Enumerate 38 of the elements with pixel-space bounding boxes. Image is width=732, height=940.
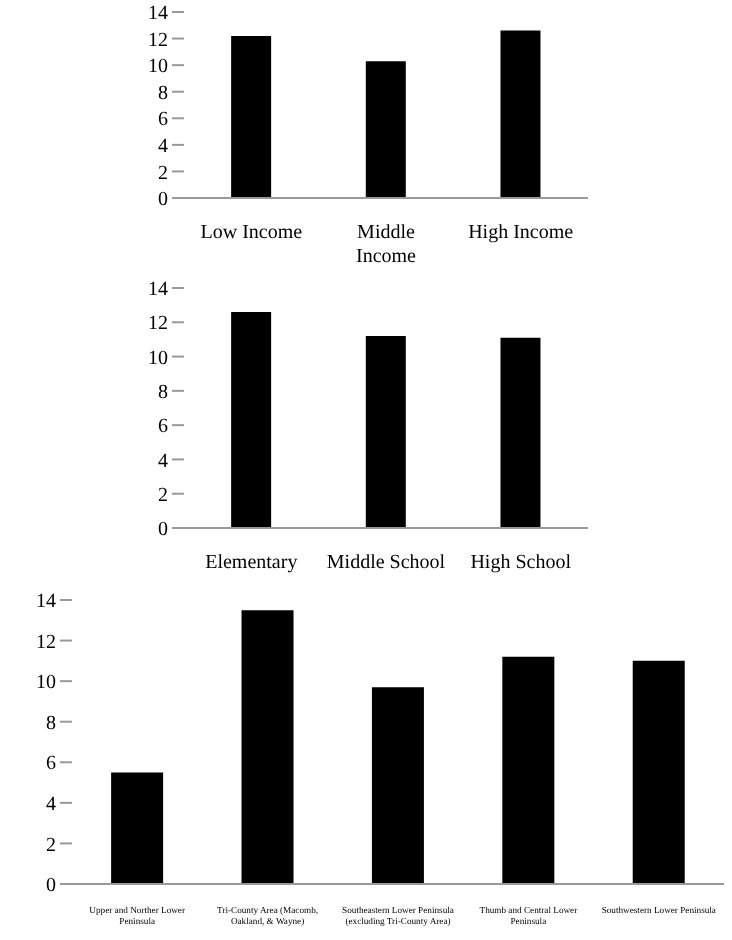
- y-tick-label: 2: [46, 834, 56, 857]
- y-tick-label: 0: [46, 875, 56, 898]
- y-tick-label: 2: [158, 162, 168, 185]
- x-tick-label: Middle Income: [356, 222, 418, 268]
- y-tick-label: 6: [158, 416, 168, 439]
- y-tick-label: 4: [46, 793, 56, 816]
- y-tick-label: 2: [158, 484, 168, 507]
- y-tick-label: 0: [158, 519, 168, 542]
- y-tick-label: 8: [158, 381, 168, 404]
- bar: [502, 656, 555, 884]
- x-tick-label: High School: [470, 552, 572, 574]
- bar: [500, 337, 541, 528]
- bar: [241, 610, 294, 884]
- y-tick-label: 8: [158, 82, 168, 105]
- bar: [632, 660, 685, 884]
- y-tick-label: 14: [36, 591, 56, 614]
- y-tick-label: 6: [46, 753, 56, 776]
- y-tick-label: 10: [36, 672, 56, 695]
- x-tick-label: Middle School: [326, 552, 446, 574]
- y-tick-label: 14: [148, 279, 168, 302]
- y-tick-label: 12: [36, 631, 56, 654]
- y-tick-label: 10: [148, 56, 168, 79]
- y-tick-label: 6: [158, 109, 168, 132]
- y-tick-label: 12: [148, 29, 168, 52]
- y-tick-label: 10: [148, 347, 168, 370]
- x-tick-label: High Income: [468, 222, 575, 244]
- y-tick-label: 12: [148, 313, 168, 336]
- x-tick-label: Elementary: [205, 552, 298, 574]
- y-tick-label: 0: [158, 189, 168, 212]
- bar: [371, 687, 424, 884]
- bar: [111, 772, 164, 884]
- bar: [231, 312, 272, 528]
- bar: [365, 336, 406, 528]
- y-tick-label: 8: [46, 712, 56, 735]
- x-tick-label: Low Income: [200, 222, 304, 244]
- y-tick-label: 4: [158, 450, 168, 473]
- y-tick-label: 4: [158, 135, 168, 158]
- y-tick-label: 14: [148, 3, 168, 26]
